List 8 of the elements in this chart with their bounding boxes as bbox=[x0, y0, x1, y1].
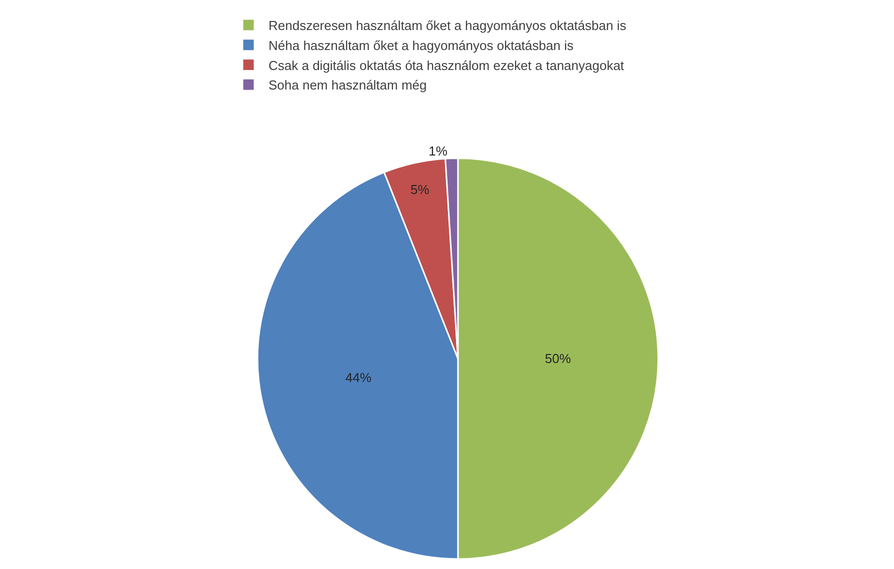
data-label: 5% bbox=[410, 182, 430, 198]
legend-label: Soha nem használtam még bbox=[268, 78, 427, 93]
data-label: 44% bbox=[345, 370, 372, 386]
legend-label: Rendszeresen használtam őket a hagyományos oktatásban is bbox=[268, 18, 627, 34]
data-label: 50% bbox=[544, 351, 572, 366]
legend-label: Csak a digitális oktatás óta használom ezeket a tananyagokat bbox=[268, 58, 624, 73]
legend-label: Néha használtam őket a hagyományos oktatásban is bbox=[268, 38, 574, 53]
data-label: 1% bbox=[428, 143, 448, 158]
